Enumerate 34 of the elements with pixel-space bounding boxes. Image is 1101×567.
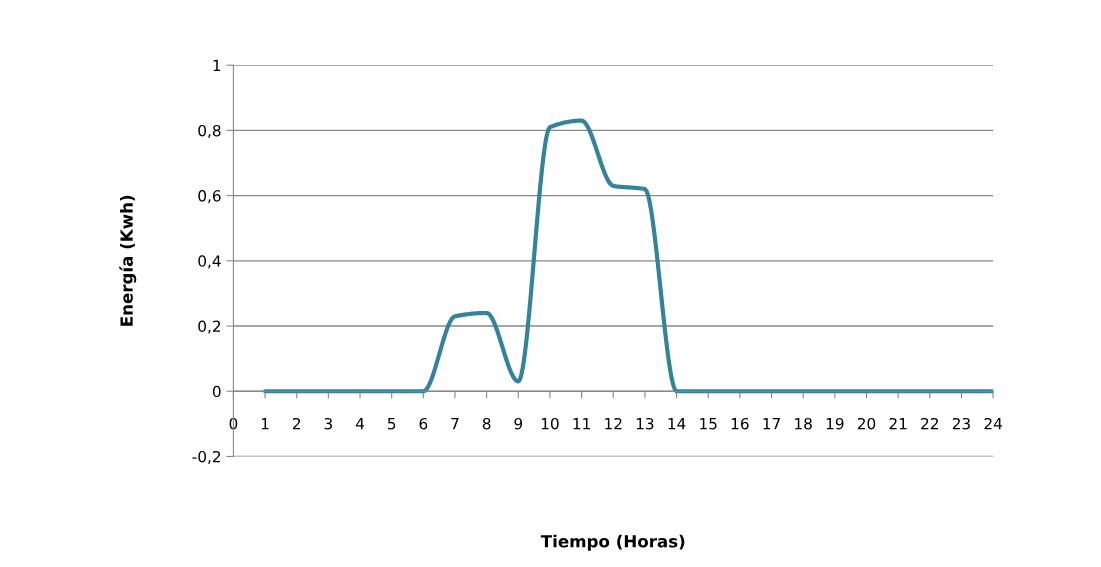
x-tick-label: 11 — [573, 418, 590, 430]
x-tick-label: 2 — [292, 417, 301, 430]
x-tick-label: 7 — [451, 418, 459, 430]
y-tick-label: 0,6 — [198, 190, 221, 204]
x-tick-label: 20 — [857, 417, 876, 430]
x-tick-label: 4 — [355, 418, 365, 430]
y-tick-label: 0 — [212, 385, 221, 398]
x-tick-label: 5 — [388, 418, 396, 430]
x-tick-label: 9 — [514, 417, 523, 430]
x-tick-label: 23 — [952, 417, 970, 430]
x-tick-label: 10 — [541, 417, 559, 430]
x-tick-label: 19 — [826, 417, 844, 430]
y-tick-label: 0,8 — [198, 124, 221, 138]
x-tick-label: 24 — [984, 417, 1002, 430]
x-tick-label: 22 — [921, 417, 938, 430]
x-tick-label: 13 — [636, 417, 654, 430]
y-tick-label: 0,4 — [198, 255, 221, 269]
x-tick-label: 21 — [889, 417, 907, 430]
x-tick-label: 17 — [763, 418, 780, 430]
x-tick-label: 12 — [605, 417, 622, 430]
x-tick-label: 3 — [324, 417, 333, 430]
x-tick-label: 15 — [700, 418, 717, 430]
x-tick-label: 16 — [731, 417, 749, 430]
x-tick-label: 6 — [419, 417, 428, 430]
y-tick-label: 0,2 — [198, 320, 221, 334]
x-tick-label: 14 — [668, 418, 686, 430]
x-tick-label: 0 — [229, 417, 238, 430]
y-tick-label: 1 — [213, 59, 221, 72]
x-tick-label: 8 — [482, 417, 491, 430]
y-tick-label: -0,2 — [192, 450, 221, 465]
y-axis-title: Energía (Kwh) — [119, 195, 137, 326]
x-axis-title: Tiempo (Horas) — [540, 534, 685, 551]
x-tick-label: 18 — [795, 417, 812, 430]
x-tick-label: 1 — [261, 418, 269, 430]
